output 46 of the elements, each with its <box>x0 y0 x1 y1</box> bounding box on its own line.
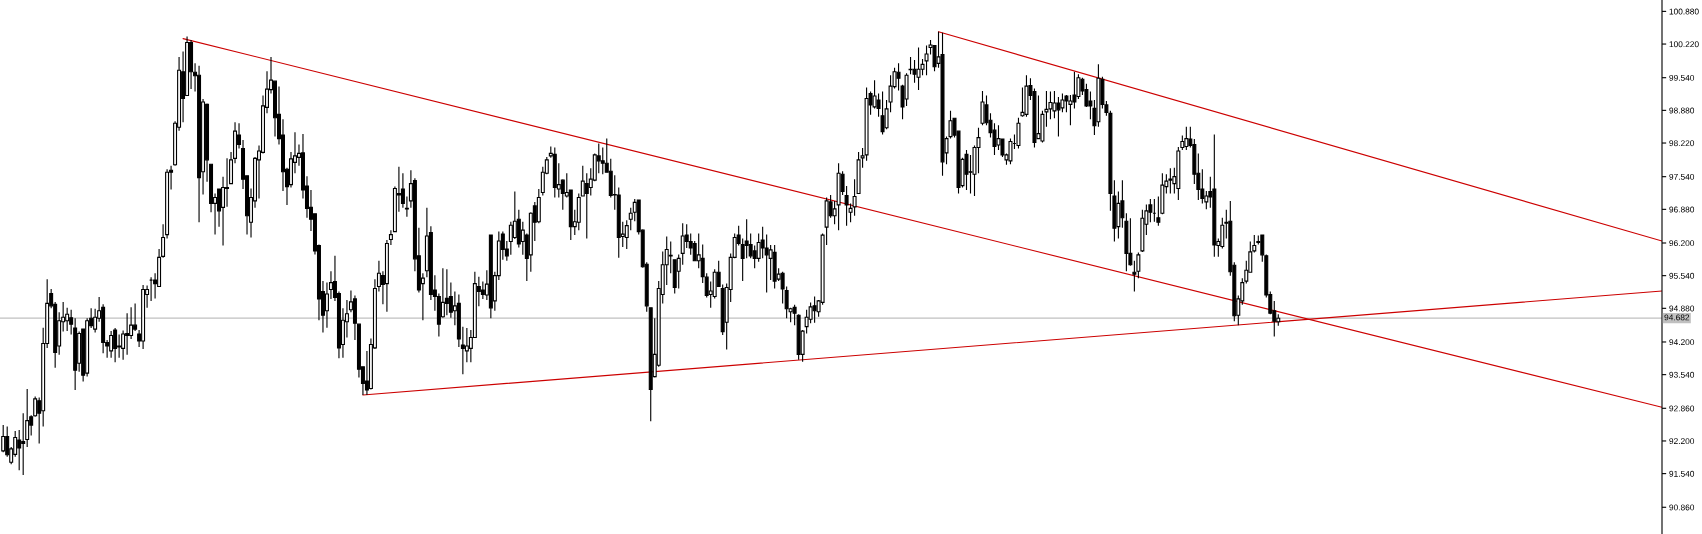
candlestick <box>1152 198 1157 223</box>
candlestick <box>648 307 653 422</box>
candlestick <box>1008 138 1013 165</box>
candlestick <box>197 65 202 223</box>
y-tick-label: 90.860 <box>1669 504 1695 511</box>
candlestick <box>836 162 841 231</box>
candlestick <box>980 90 985 126</box>
candlestick <box>812 295 817 324</box>
y-tick-label: 100.880 <box>1669 8 1699 15</box>
y-tick-label: 99.540 <box>1669 74 1695 81</box>
y-tick-label: 100.220 <box>1669 41 1699 48</box>
candlestick <box>940 32 945 177</box>
y-tick-label: 94.880 <box>1669 305 1695 312</box>
y-tick-label: 92.200 <box>1669 438 1695 445</box>
candlestick <box>1184 126 1189 151</box>
candlestick <box>792 304 797 326</box>
candlestick <box>488 234 493 319</box>
candlestick <box>924 44 929 76</box>
candlestick <box>1024 74 1029 118</box>
y-tick-label: 98.880 <box>1669 107 1695 114</box>
candlestick <box>576 192 581 231</box>
candlestick <box>1016 117 1021 150</box>
candlestick <box>141 284 146 350</box>
candlestick <box>796 313 801 361</box>
candlestick <box>916 46 921 91</box>
candlestick <box>552 146 557 199</box>
candlestick <box>1168 167 1173 195</box>
y-tick-label: 92.860 <box>1669 405 1695 412</box>
candlestick <box>880 91 885 136</box>
y-tick-label: 94.200 <box>1669 339 1695 346</box>
y-tick-label: 97.540 <box>1669 173 1695 180</box>
candlestick <box>113 327 118 363</box>
candlestick <box>444 268 449 316</box>
candlestick <box>1 424 6 453</box>
candlestick <box>1128 217 1133 267</box>
ref-line-label: 94.682 <box>1664 314 1690 321</box>
candlestick <box>109 330 114 359</box>
y-tick-label: 98.220 <box>1669 140 1695 147</box>
y-tick-label: 96.880 <box>1669 206 1695 213</box>
y-tick-label: 95.540 <box>1669 272 1695 279</box>
y-tick-label: 91.540 <box>1669 470 1695 477</box>
y-tick-label: 93.540 <box>1669 371 1695 378</box>
candlestick <box>1212 134 1217 258</box>
y-tick-label: 96.200 <box>1669 240 1695 247</box>
candlestick <box>772 244 777 290</box>
candlestick <box>964 149 969 191</box>
